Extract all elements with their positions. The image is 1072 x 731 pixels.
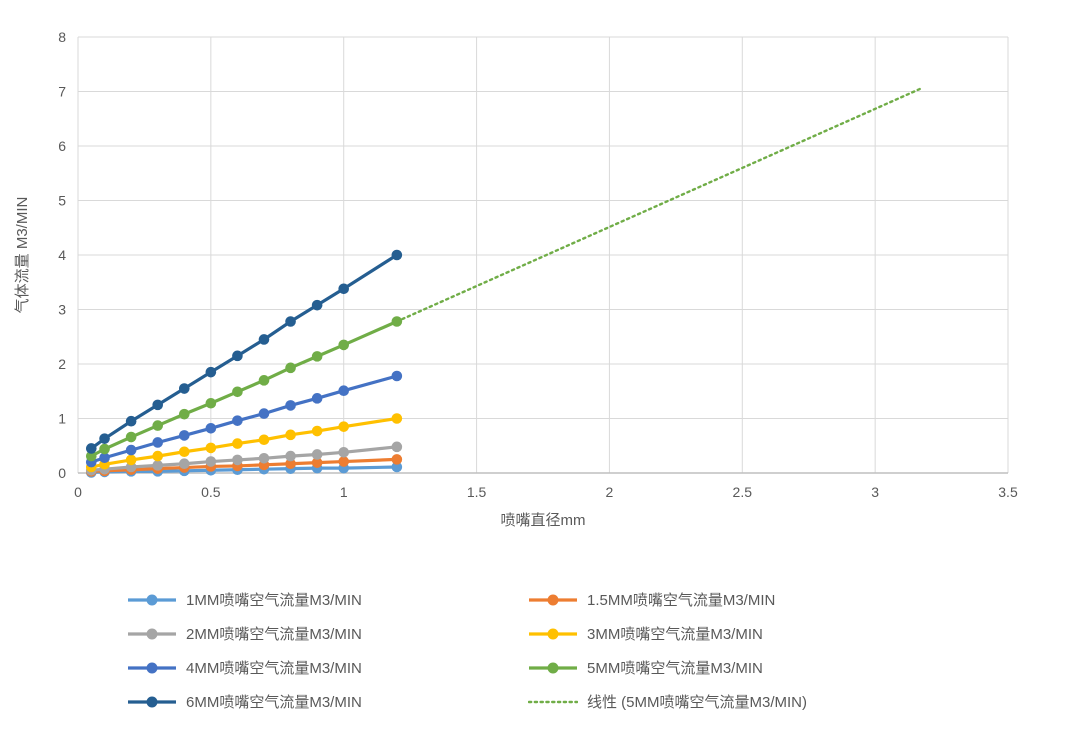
svg-text:2: 2: [58, 356, 66, 372]
svg-text:4: 4: [58, 247, 66, 263]
legend-item-1mm: 1MM喷嘴空气流量M3/MIN: [127, 583, 528, 617]
svg-text:6: 6: [58, 138, 66, 154]
svg-text:3.5: 3.5: [998, 484, 1018, 500]
legend-label-1mm: 1MM喷嘴空气流量M3/MIN: [186, 591, 362, 609]
legend-item-6mm: 6MM喷嘴空气流量M3/MIN: [127, 685, 528, 719]
svg-text:3: 3: [871, 484, 879, 500]
svg-text:0.5: 0.5: [201, 484, 221, 500]
legend-item-4mm: 4MM喷嘴空气流量M3/MIN: [127, 651, 528, 685]
legend-label-trendline-5mm: 线性 (5MM喷嘴空气流量M3/MIN): [587, 693, 807, 711]
legend-label-5mm: 5MM喷嘴空气流量M3/MIN: [587, 659, 763, 677]
svg-text:1.5: 1.5: [467, 484, 487, 500]
legend-marker-1-5mm-icon: [528, 593, 578, 607]
legend-item-1-5mm: 1.5MM喷嘴空气流量M3/MIN: [528, 583, 807, 617]
svg-text:7: 7: [58, 84, 66, 100]
legend-label-2mm: 2MM喷嘴空气流量M3/MIN: [186, 625, 362, 643]
svg-text:5: 5: [58, 193, 66, 209]
legend-item-2mm: 2MM喷嘴空气流量M3/MIN: [127, 617, 528, 651]
legend-marker-trendline-icon: [528, 695, 578, 709]
legend-marker-3mm-icon: [528, 627, 578, 641]
line-chart-plot: 0 1 2 3 4 5 6 7 8 0 0.5 1 1.5 2 2.5 3 3.5 喷嘴直径mm 气体流量 M3/M…: [14, 29, 1018, 529]
svg-text:0: 0: [58, 465, 66, 481]
svg-text:1: 1: [340, 484, 348, 500]
legend-item-trendline-5mm: 线性 (5MM喷嘴空气流量M3/MIN): [528, 685, 807, 719]
svg-text:0: 0: [74, 484, 82, 500]
legend-label-3mm: 3MM喷嘴空气流量M3/MIN: [587, 625, 763, 643]
legend-label-6mm: 6MM喷嘴空气流量M3/MIN: [186, 693, 362, 711]
svg-text:1: 1: [58, 411, 66, 427]
legend-marker-1mm-icon: [127, 593, 177, 607]
svg-text:气体流量 M3/MIN: 气体流量 M3/MIN: [14, 197, 31, 314]
legend-marker-6mm-icon: [127, 695, 177, 709]
svg-text:2.5: 2.5: [733, 484, 753, 500]
legend-label-4mm: 4MM喷嘴空气流量M3/MIN: [186, 659, 362, 677]
svg-text:喷嘴直径mm: 喷嘴直径mm: [501, 512, 586, 529]
legend-item-5mm: 5MM喷嘴空气流量M3/MIN: [528, 651, 807, 685]
svg-text:3: 3: [58, 302, 66, 318]
legend-marker-4mm-icon: [127, 661, 177, 675]
legend-marker-5mm-icon: [528, 661, 578, 675]
legend-marker-2mm-icon: [127, 627, 177, 641]
svg-text:8: 8: [58, 29, 66, 45]
chart-legend: 1MM喷嘴空气流量M3/MIN 1.5MM喷嘴空气流量M3/MIN 2MM喷嘴空…: [127, 583, 807, 719]
svg-text:2: 2: [606, 484, 614, 500]
legend-label-1-5mm: 1.5MM喷嘴空气流量M3/MIN: [587, 591, 776, 609]
legend-item-3mm: 3MM喷嘴空气流量M3/MIN: [528, 617, 807, 651]
